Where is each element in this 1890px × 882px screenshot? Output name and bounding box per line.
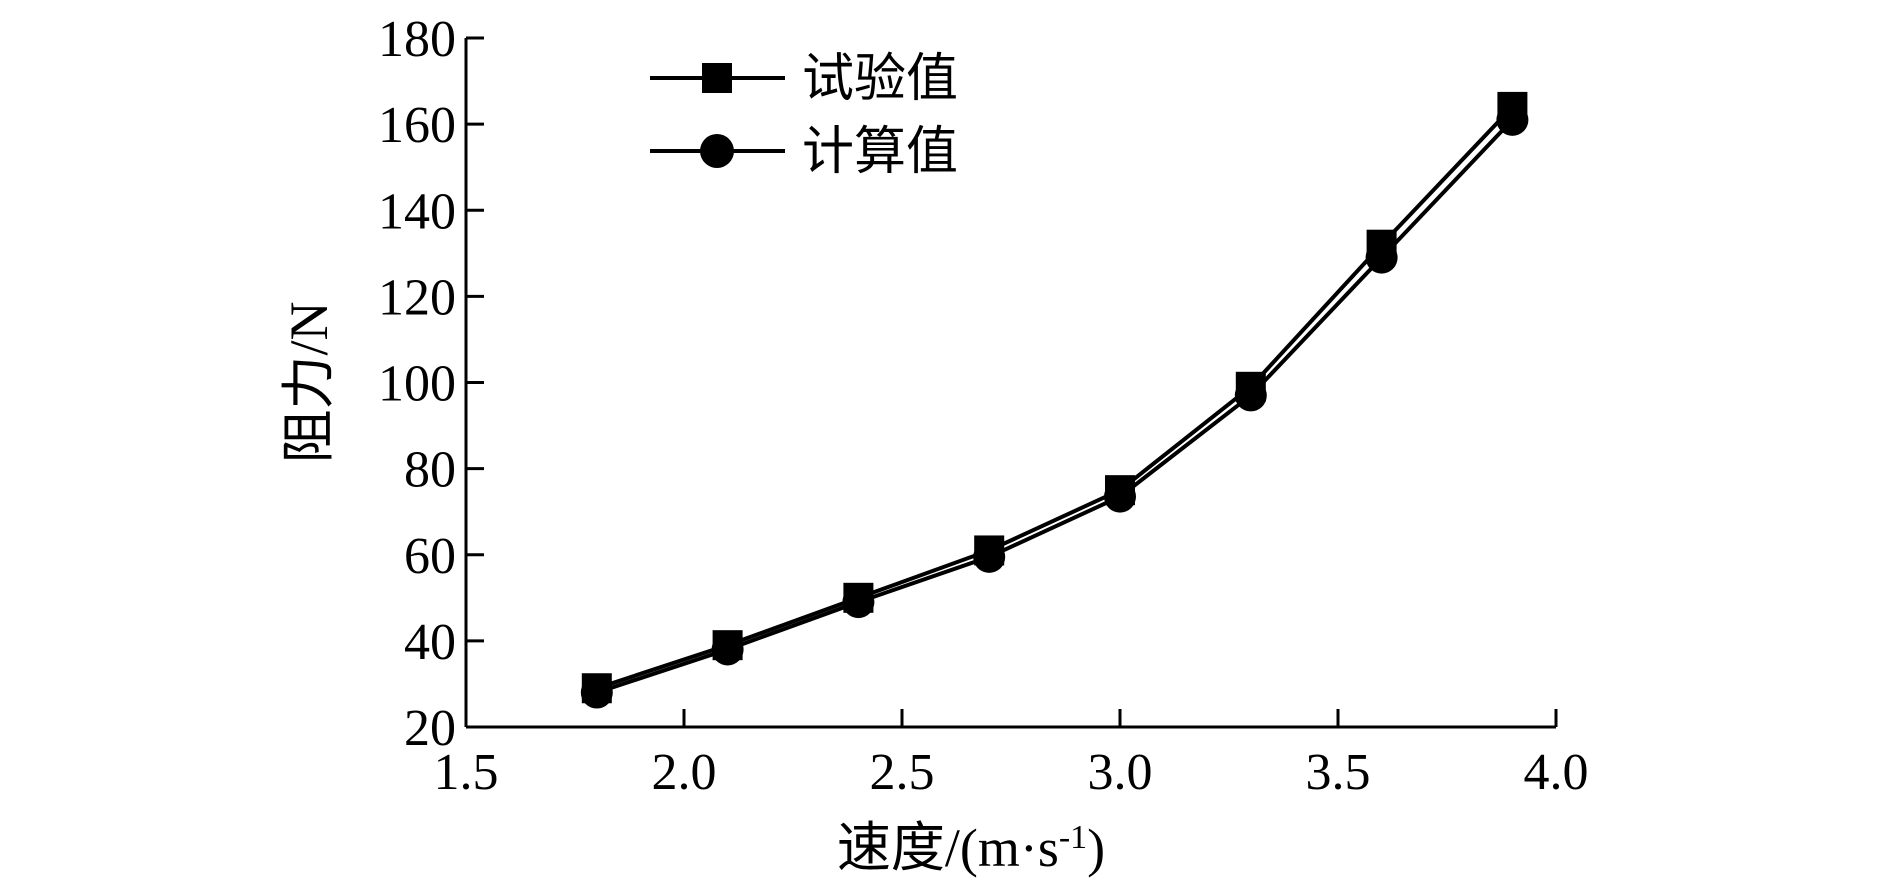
circle-marker [973, 540, 1006, 573]
circle-marker [842, 586, 875, 619]
series-layer [580, 91, 1529, 709]
legend-square-marker [702, 63, 732, 93]
legend-label: 计算值 [802, 124, 958, 181]
series-line [596, 118, 1514, 695]
y-tick-label: 160 [378, 97, 456, 154]
x-tick-label: 3.5 [1306, 744, 1371, 801]
y-tick-label: 20 [404, 700, 456, 757]
y-tick-label: 120 [378, 269, 456, 326]
y-tick-label: 180 [378, 11, 456, 68]
legend-circle-marker [700, 134, 734, 168]
x-axis-label-tail: ) [1087, 818, 1105, 878]
y-axis-label: 阻力/N [279, 302, 339, 464]
series-line [596, 105, 1514, 691]
series-2 [580, 103, 1529, 709]
circle-marker [1365, 241, 1398, 274]
y-tick-label: 80 [404, 442, 456, 499]
circle-marker [580, 676, 613, 709]
x-tick-label: 2.0 [652, 744, 717, 801]
x-tick-label: 3.0 [1088, 744, 1153, 801]
circle-marker [1104, 480, 1136, 513]
circle-marker [1496, 103, 1529, 136]
x-axis-label: 速度/(m·s-1) [837, 818, 1105, 878]
x-axis-label-main: 速度/(m·s [837, 818, 1059, 878]
y-tick-label: 100 [378, 356, 456, 413]
x-tick-label: 1.5 [434, 744, 499, 801]
x-tick-label: 4.0 [1524, 744, 1589, 801]
y-tick-label: 60 [404, 528, 456, 585]
circle-marker [1234, 379, 1267, 412]
y-tick-label: 40 [404, 614, 456, 671]
x-tick-label: 2.5 [870, 744, 935, 801]
axes: 20 40 60 80 100 120 140 160 180 1.5 2.0 2.5 3.0 3.5 4.… [378, 11, 1589, 801]
legend-label: 试验值 [802, 51, 958, 108]
x-axis-label-superscript: -1 [1059, 819, 1087, 856]
circle-marker [711, 633, 744, 666]
y-tick-label: 140 [378, 183, 456, 240]
series-1 [581, 91, 1528, 704]
